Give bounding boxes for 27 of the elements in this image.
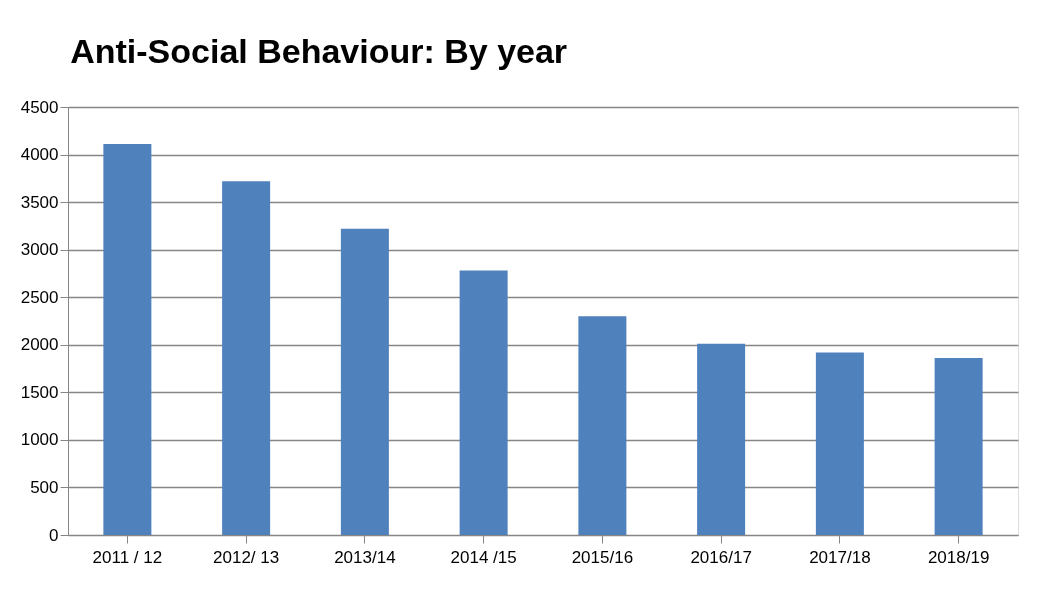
bar (222, 181, 271, 535)
x-tick-label: 2013/14 (334, 547, 396, 567)
x-tick-label: 2012/ 13 (213, 547, 280, 567)
y-tick-label: 2500 (20, 287, 59, 307)
bar (578, 316, 627, 535)
x-tick-label: 2015/16 (571, 547, 634, 567)
y-tick-label: 4500 (20, 97, 59, 117)
y-tick-label: 4000 (20, 145, 59, 165)
x-tick-label: 2016/17 (690, 547, 752, 567)
bar (934, 358, 983, 535)
y-tick-label: 3500 (20, 192, 59, 212)
bar (340, 228, 389, 535)
x-tick-label: 2017/18 (809, 547, 871, 567)
y-tick-label: 0 (49, 525, 59, 545)
y-tick-label: 1000 (20, 430, 59, 450)
y-tick-label: 3000 (20, 240, 59, 260)
bar (459, 270, 508, 535)
bar (815, 352, 864, 535)
bar (697, 343, 746, 535)
x-tick-label: 2011 / 12 (92, 547, 163, 567)
bar (103, 144, 152, 535)
y-tick-label: 2000 (20, 335, 59, 355)
x-tick-label: 2018/19 (927, 547, 990, 567)
x-tick-label: 2014 /15 (450, 547, 517, 567)
y-tick-label: 1500 (20, 382, 59, 402)
y-tick-label: 500 (30, 477, 59, 497)
chart-title: Anti-Social Behaviour: By year (70, 32, 568, 70)
